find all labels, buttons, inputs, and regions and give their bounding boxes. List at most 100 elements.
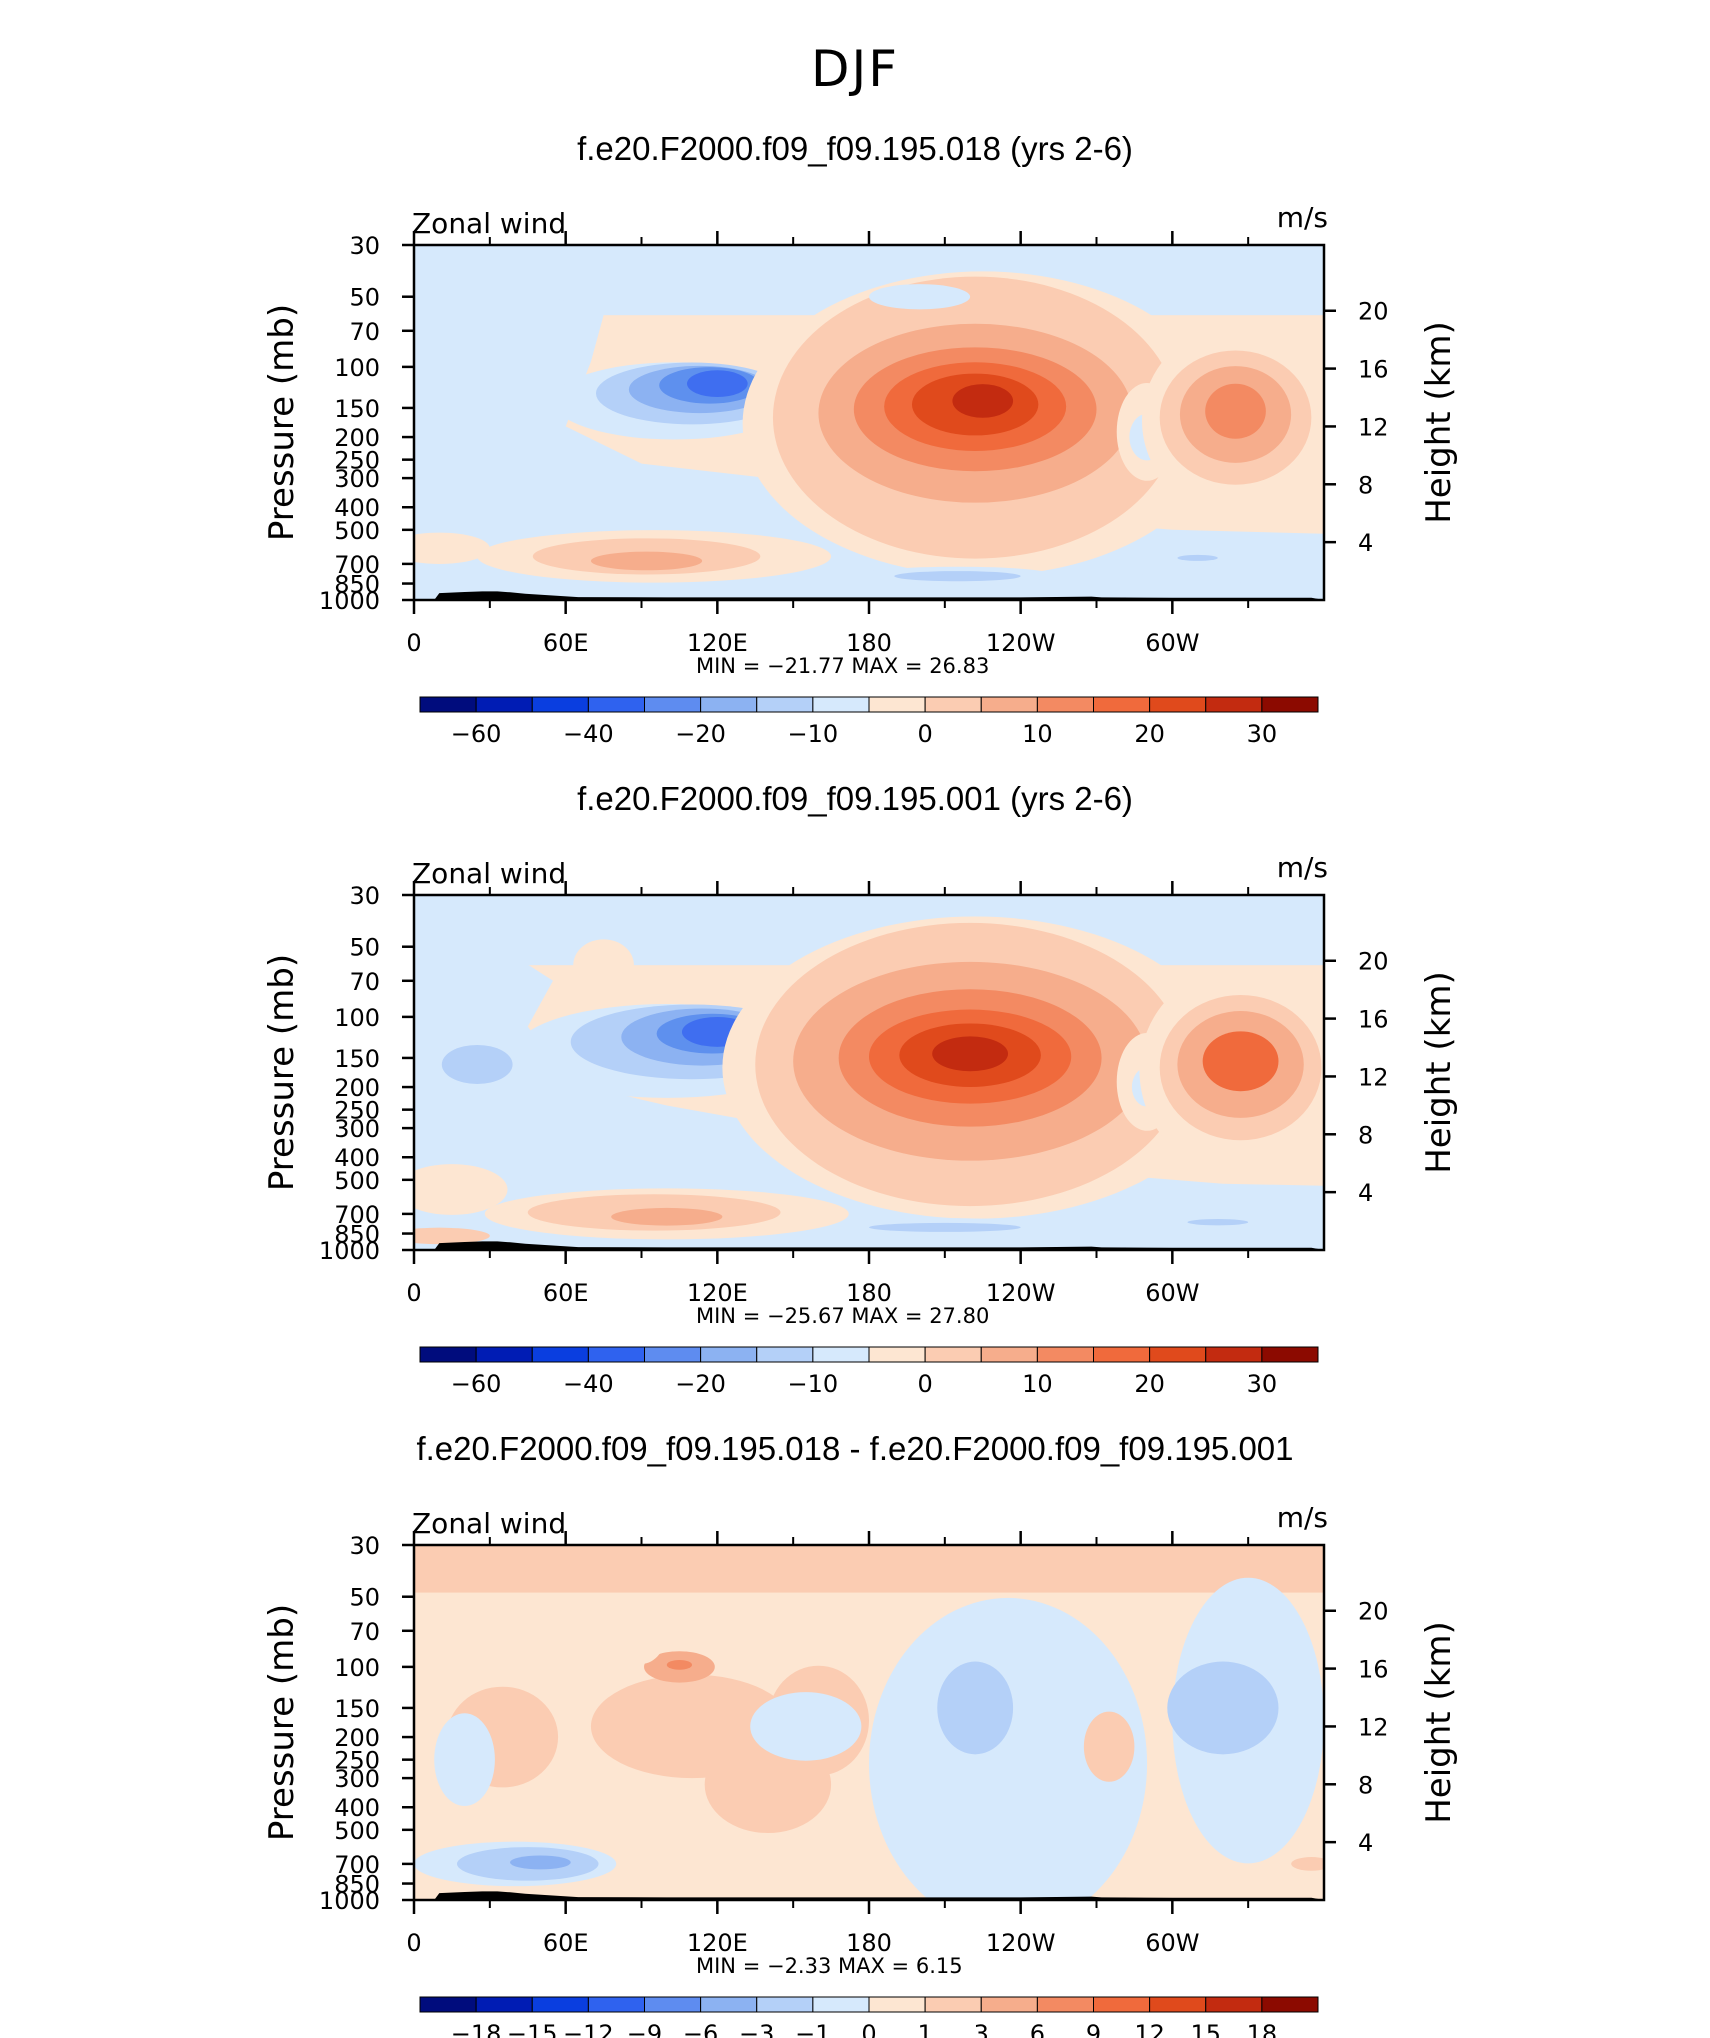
y-tick-label: 1000	[319, 1887, 380, 1915]
colorbar-box	[1261, 1996, 1319, 2013]
contour-fill-group	[414, 1545, 1324, 1900]
contour-region	[666, 1659, 693, 1670]
y-tick-label: 250	[334, 447, 380, 475]
x-tick-label: 60E	[543, 629, 589, 657]
contour-region	[590, 551, 703, 571]
y-tick-label: 500	[334, 1167, 380, 1195]
colorbar-label: 3	[974, 2020, 989, 2038]
y-tick-label: 700	[334, 1851, 380, 1879]
y2-tick-label: 8	[1358, 1121, 1373, 1149]
y-tick-label: 150	[334, 1045, 380, 1073]
y-tick-label: 300	[334, 1115, 380, 1143]
colorbar-box	[1261, 1346, 1319, 1363]
contour-region	[1205, 383, 1266, 439]
contour-region	[937, 1661, 1014, 1755]
y2-tick-label: 8	[1358, 1771, 1373, 1799]
colorbar-label: 20	[1134, 720, 1165, 748]
colorbar-label: 0	[861, 2020, 876, 2038]
colorbar-label: 20	[1134, 1370, 1165, 1398]
contour-region	[1202, 1031, 1279, 1092]
colorbar-box	[756, 1996, 814, 2013]
contour-region	[414, 1227, 490, 1245]
contour-region	[510, 1855, 571, 1870]
y2-axis-title: Height (km)	[1419, 971, 1459, 1174]
colorbar-label: −20	[675, 1370, 726, 1398]
contour-region	[1134, 553, 1312, 584]
y-tick-label: 50	[349, 1584, 380, 1612]
contour-plot-3: Zonal wind m/s0 60E 120E 180 120W 60W305070100…	[262, 1501, 1459, 2038]
max-value: 26.83	[929, 654, 989, 678]
x-tick-label: 120E	[687, 1929, 748, 1957]
contour-fill-group	[414, 895, 1324, 1250]
y-tick-label: 500	[334, 517, 380, 545]
colorbar-label: −40	[563, 1370, 614, 1398]
y-tick-label: 1000	[319, 587, 380, 615]
colorbar-label: −60	[451, 1370, 502, 1398]
contour-fill-group	[414, 245, 1324, 600]
y2-tick-label: 20	[1358, 1598, 1389, 1626]
colorbar-label: −6	[683, 2020, 718, 2038]
colorbar-label: 30	[1247, 1370, 1278, 1398]
y2-tick-label: 8	[1358, 471, 1373, 499]
x-tick-label: 120E	[687, 1279, 748, 1307]
min-value: −21.77	[767, 654, 851, 678]
colorbar-label: −18	[451, 2020, 502, 2038]
y-tick-label: 70	[349, 318, 380, 346]
y-tick-label: 100	[334, 1004, 380, 1032]
colorbar-label: 12	[1134, 2020, 1165, 2038]
x-tick-label: 0	[406, 1279, 421, 1307]
contour-region	[441, 1044, 513, 1084]
y-tick-label: 400	[334, 1144, 380, 1172]
x-tick-label: 180	[846, 1279, 892, 1307]
colorbar-box	[1149, 1996, 1207, 2013]
y-tick-label: 30	[349, 882, 380, 910]
y2-tick-label: 20	[1358, 948, 1389, 976]
y-tick-label: 30	[349, 1532, 380, 1560]
y2-tick-label: 20	[1358, 298, 1389, 326]
colorbar-label: −9	[627, 2020, 662, 2038]
colorbar-box	[531, 1996, 589, 2013]
y-tick-label: 50	[349, 934, 380, 962]
contour-region	[414, 1545, 1324, 1593]
colorbar-label: −20	[675, 720, 726, 748]
x-tick-label: 60W	[1145, 629, 1199, 657]
y-axis-title: Pressure (mb)	[262, 954, 302, 1191]
y-tick-label: 850	[334, 1221, 380, 1249]
x-tick-label: 120E	[687, 629, 748, 657]
colorbar-label: −3	[739, 2020, 774, 2038]
contour-region	[573, 939, 634, 992]
colorbar-label: 0	[917, 720, 932, 748]
contour-region	[434, 1713, 495, 1807]
contour-region	[426, 402, 503, 440]
y2-tick-label: 16	[1358, 1006, 1389, 1034]
topography	[414, 1241, 1324, 1250]
y-tick-label: 200	[334, 1074, 380, 1102]
min-value: −2.33	[767, 1954, 838, 1978]
y-tick-label: 850	[334, 571, 380, 599]
colorbar-label: 9	[1086, 2020, 1101, 2038]
contour-region	[515, 1174, 566, 1193]
contour-region	[1177, 554, 1218, 561]
colorbar-box	[700, 1996, 758, 2013]
y-tick-label: 400	[334, 494, 380, 522]
contour-plot-1: Zonal wind m/s0 60E 120E 180 120W 60W305070100…	[262, 201, 1459, 748]
y-tick-label: 150	[334, 1695, 380, 1723]
colorbar-label: −15	[507, 2020, 558, 2038]
y2-tick-label: 12	[1358, 413, 1389, 441]
contour-region	[932, 1036, 1009, 1072]
min-label: MIN =	[696, 1304, 767, 1328]
colorbar-label: −10	[788, 1370, 839, 1398]
y-tick-label: 50	[349, 284, 380, 312]
y-tick-label: 400	[334, 1794, 380, 1822]
colorbar-box	[812, 1996, 870, 2013]
contour-region	[616, 1597, 667, 1664]
y-tick-label: 700	[334, 1201, 380, 1229]
topography	[414, 1891, 1324, 1900]
colorbar-label: 15	[1190, 2020, 1221, 2038]
min-max-label: MIN = −21.77 MAX = 26.83	[696, 654, 989, 678]
colorbar-label: 18	[1247, 2020, 1278, 2038]
y2-tick-label: 12	[1358, 1713, 1389, 1741]
contour-region	[414, 1164, 508, 1215]
colorbar-box	[868, 1996, 926, 2013]
x-tick-label: 60W	[1145, 1279, 1199, 1307]
